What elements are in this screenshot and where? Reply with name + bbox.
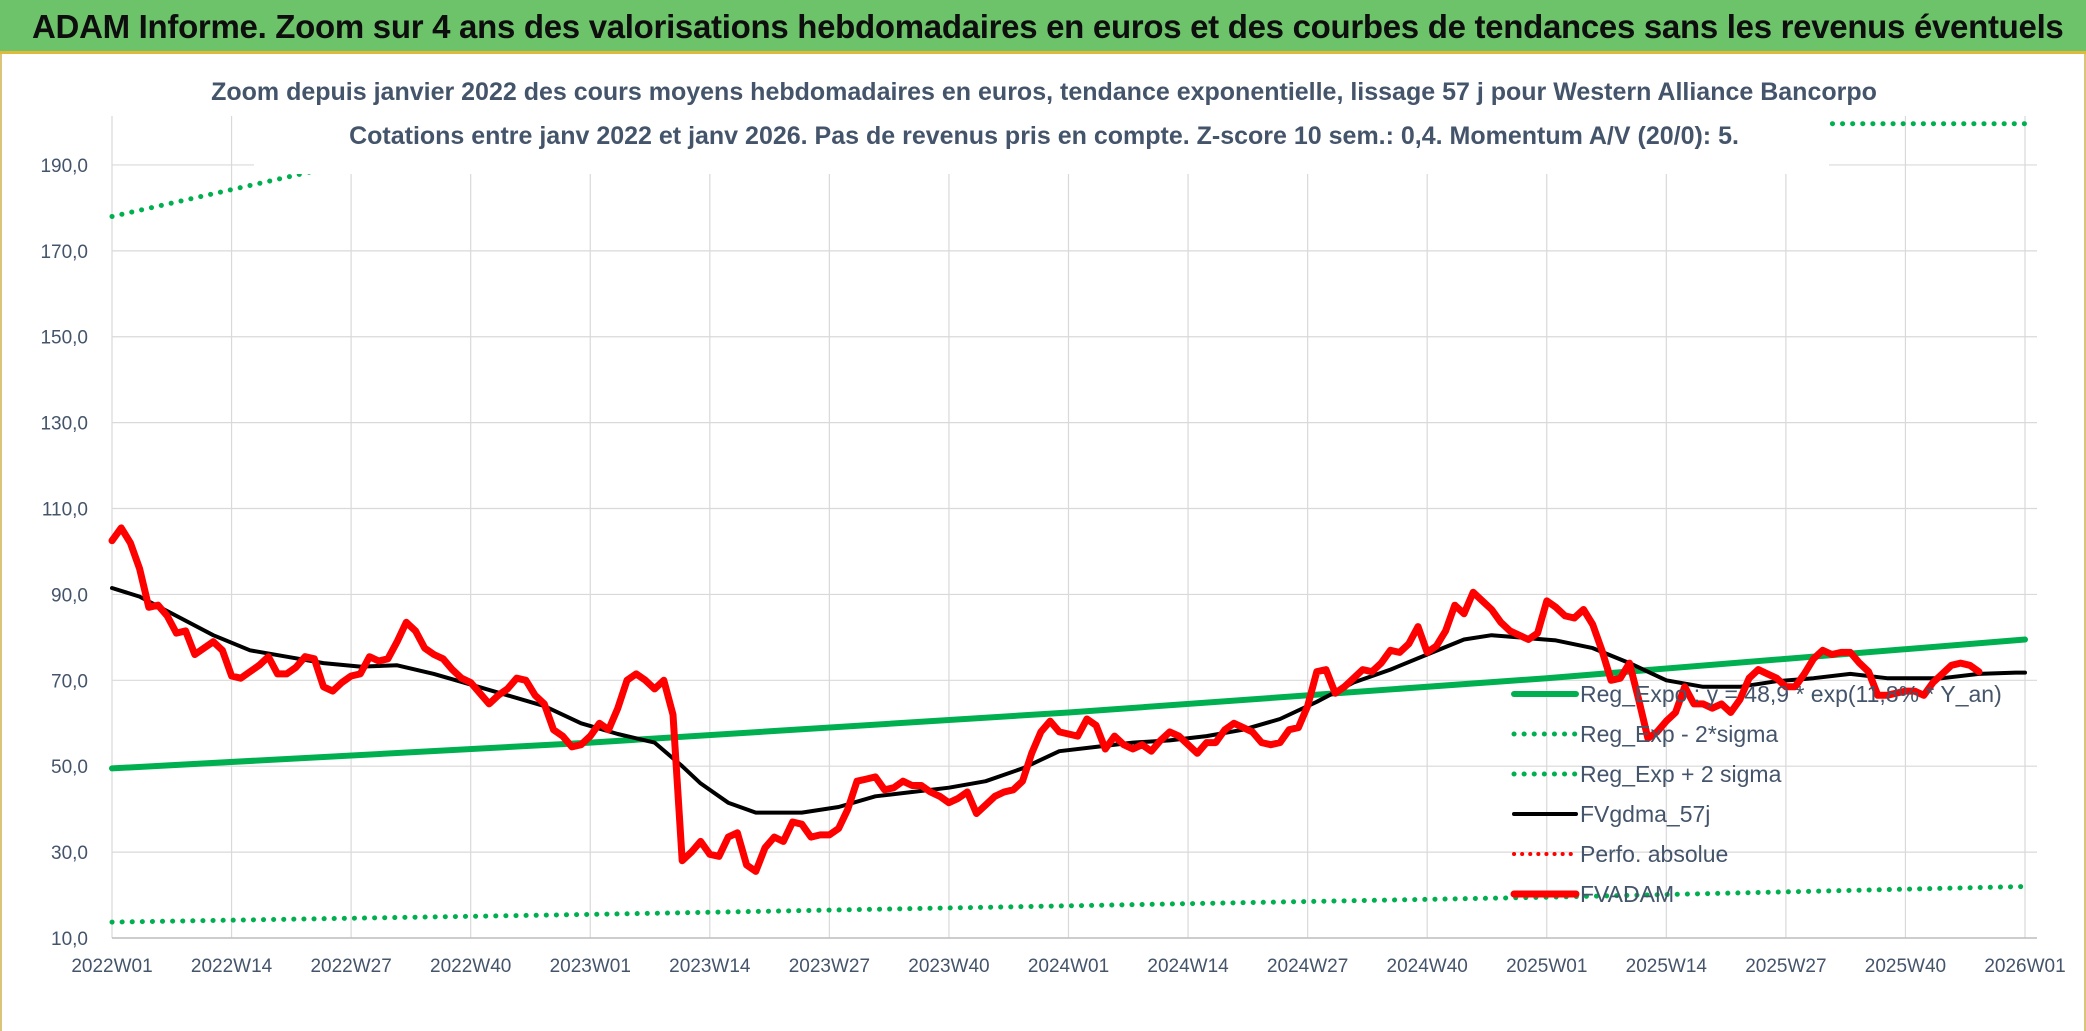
y-tick-label: 10,0: [51, 929, 88, 950]
series-line-reg-expo-y-48-9-exp-11-8-y-an: [109, 636, 2028, 772]
x-tick-label: 2025W01: [1506, 956, 1587, 977]
legend-label: Perfo. absolue: [1580, 841, 1728, 867]
y-tick-label: 150,0: [40, 328, 88, 349]
x-tick-label: 2023W40: [908, 956, 989, 977]
legend-label: Reg_Expo : y = 48,9 * exp(11,8% * Y_an): [1580, 681, 2002, 707]
y-axis-ticks: 10,0 30,0 50,0 70,0 90,0 110,0 130,0 150,0 170,0…: [40, 156, 88, 950]
x-tick-label: 2024W27: [1267, 956, 1348, 977]
chart-subtitle: Cotations entre janv 2022 et janv 2026. …: [349, 122, 1739, 150]
legend-label: FVADAM: [1580, 881, 1674, 907]
x-tick-label: 2023W14: [669, 956, 751, 977]
y-tick-label: 90,0: [51, 585, 88, 606]
x-tick-label: 2022W01: [71, 956, 152, 977]
x-tick-label: 2024W14: [1147, 956, 1229, 977]
legend: Reg_Expo : y = 48,9 * exp(11,8% * Y_an) R…: [1510, 681, 2002, 907]
x-tick-label: 2023W27: [789, 956, 870, 977]
x-tick-label: 2022W14: [191, 956, 273, 977]
series-line-fvadam: [108, 524, 1983, 875]
y-tick-label: 30,0: [51, 843, 88, 864]
x-axis-ticks: 2022W01 2022W14 2022W27 2022W40 2023W01 2023W…: [71, 956, 2065, 977]
chart-frame: 10,0 30,0 50,0 70,0 90,0 110,0 130,0 150,0 170,0…: [0, 54, 2086, 1031]
x-tick-label: 2022W27: [310, 956, 391, 977]
x-tick-label: 2025W14: [1626, 956, 1708, 977]
x-tick-label: 2022W40: [430, 956, 511, 977]
y-tick-label: 70,0: [51, 671, 88, 692]
y-tick-label: 190,0: [40, 156, 88, 177]
y-tick-label: 170,0: [40, 242, 88, 263]
legend-label: Reg_Exp - 2*sigma: [1580, 721, 1778, 747]
x-tick-label: 2023W01: [550, 956, 631, 977]
x-tick-label: 2024W01: [1028, 956, 1109, 977]
line-chart: 10,0 30,0 50,0 70,0 90,0 110,0 130,0 150,0 170,0…: [40, 59, 2066, 977]
series-line-fvgdma-57j: [110, 586, 2027, 815]
x-tick-label: 2025W40: [1865, 956, 1946, 977]
series-line-reg-exp-2-sigma: [109, 884, 2028, 925]
legend-label: Reg_Exp + 2 sigma: [1580, 761, 1782, 787]
x-tick-label: 2024W40: [1387, 956, 1468, 977]
title-background: [254, 59, 1829, 174]
chart-title: Zoom depuis janvier 2022 des cours moyen…: [211, 78, 1877, 106]
y-tick-label: 110,0: [42, 500, 88, 521]
legend-label: FVgdma_57j: [1580, 801, 1710, 827]
x-tick-label: 2026W01: [1984, 956, 2065, 977]
x-tick-label: 2025W27: [1745, 956, 1826, 977]
page-title: ADAM Informe. Zoom sur 4 ans des valoris…: [32, 8, 2064, 45]
header-banner: ADAM Informe. Zoom sur 4 ans des valoris…: [0, 0, 2086, 54]
y-tick-label: 50,0: [51, 757, 88, 778]
grid-lines: [111, 116, 2037, 939]
y-tick-label: 130,0: [40, 414, 88, 435]
